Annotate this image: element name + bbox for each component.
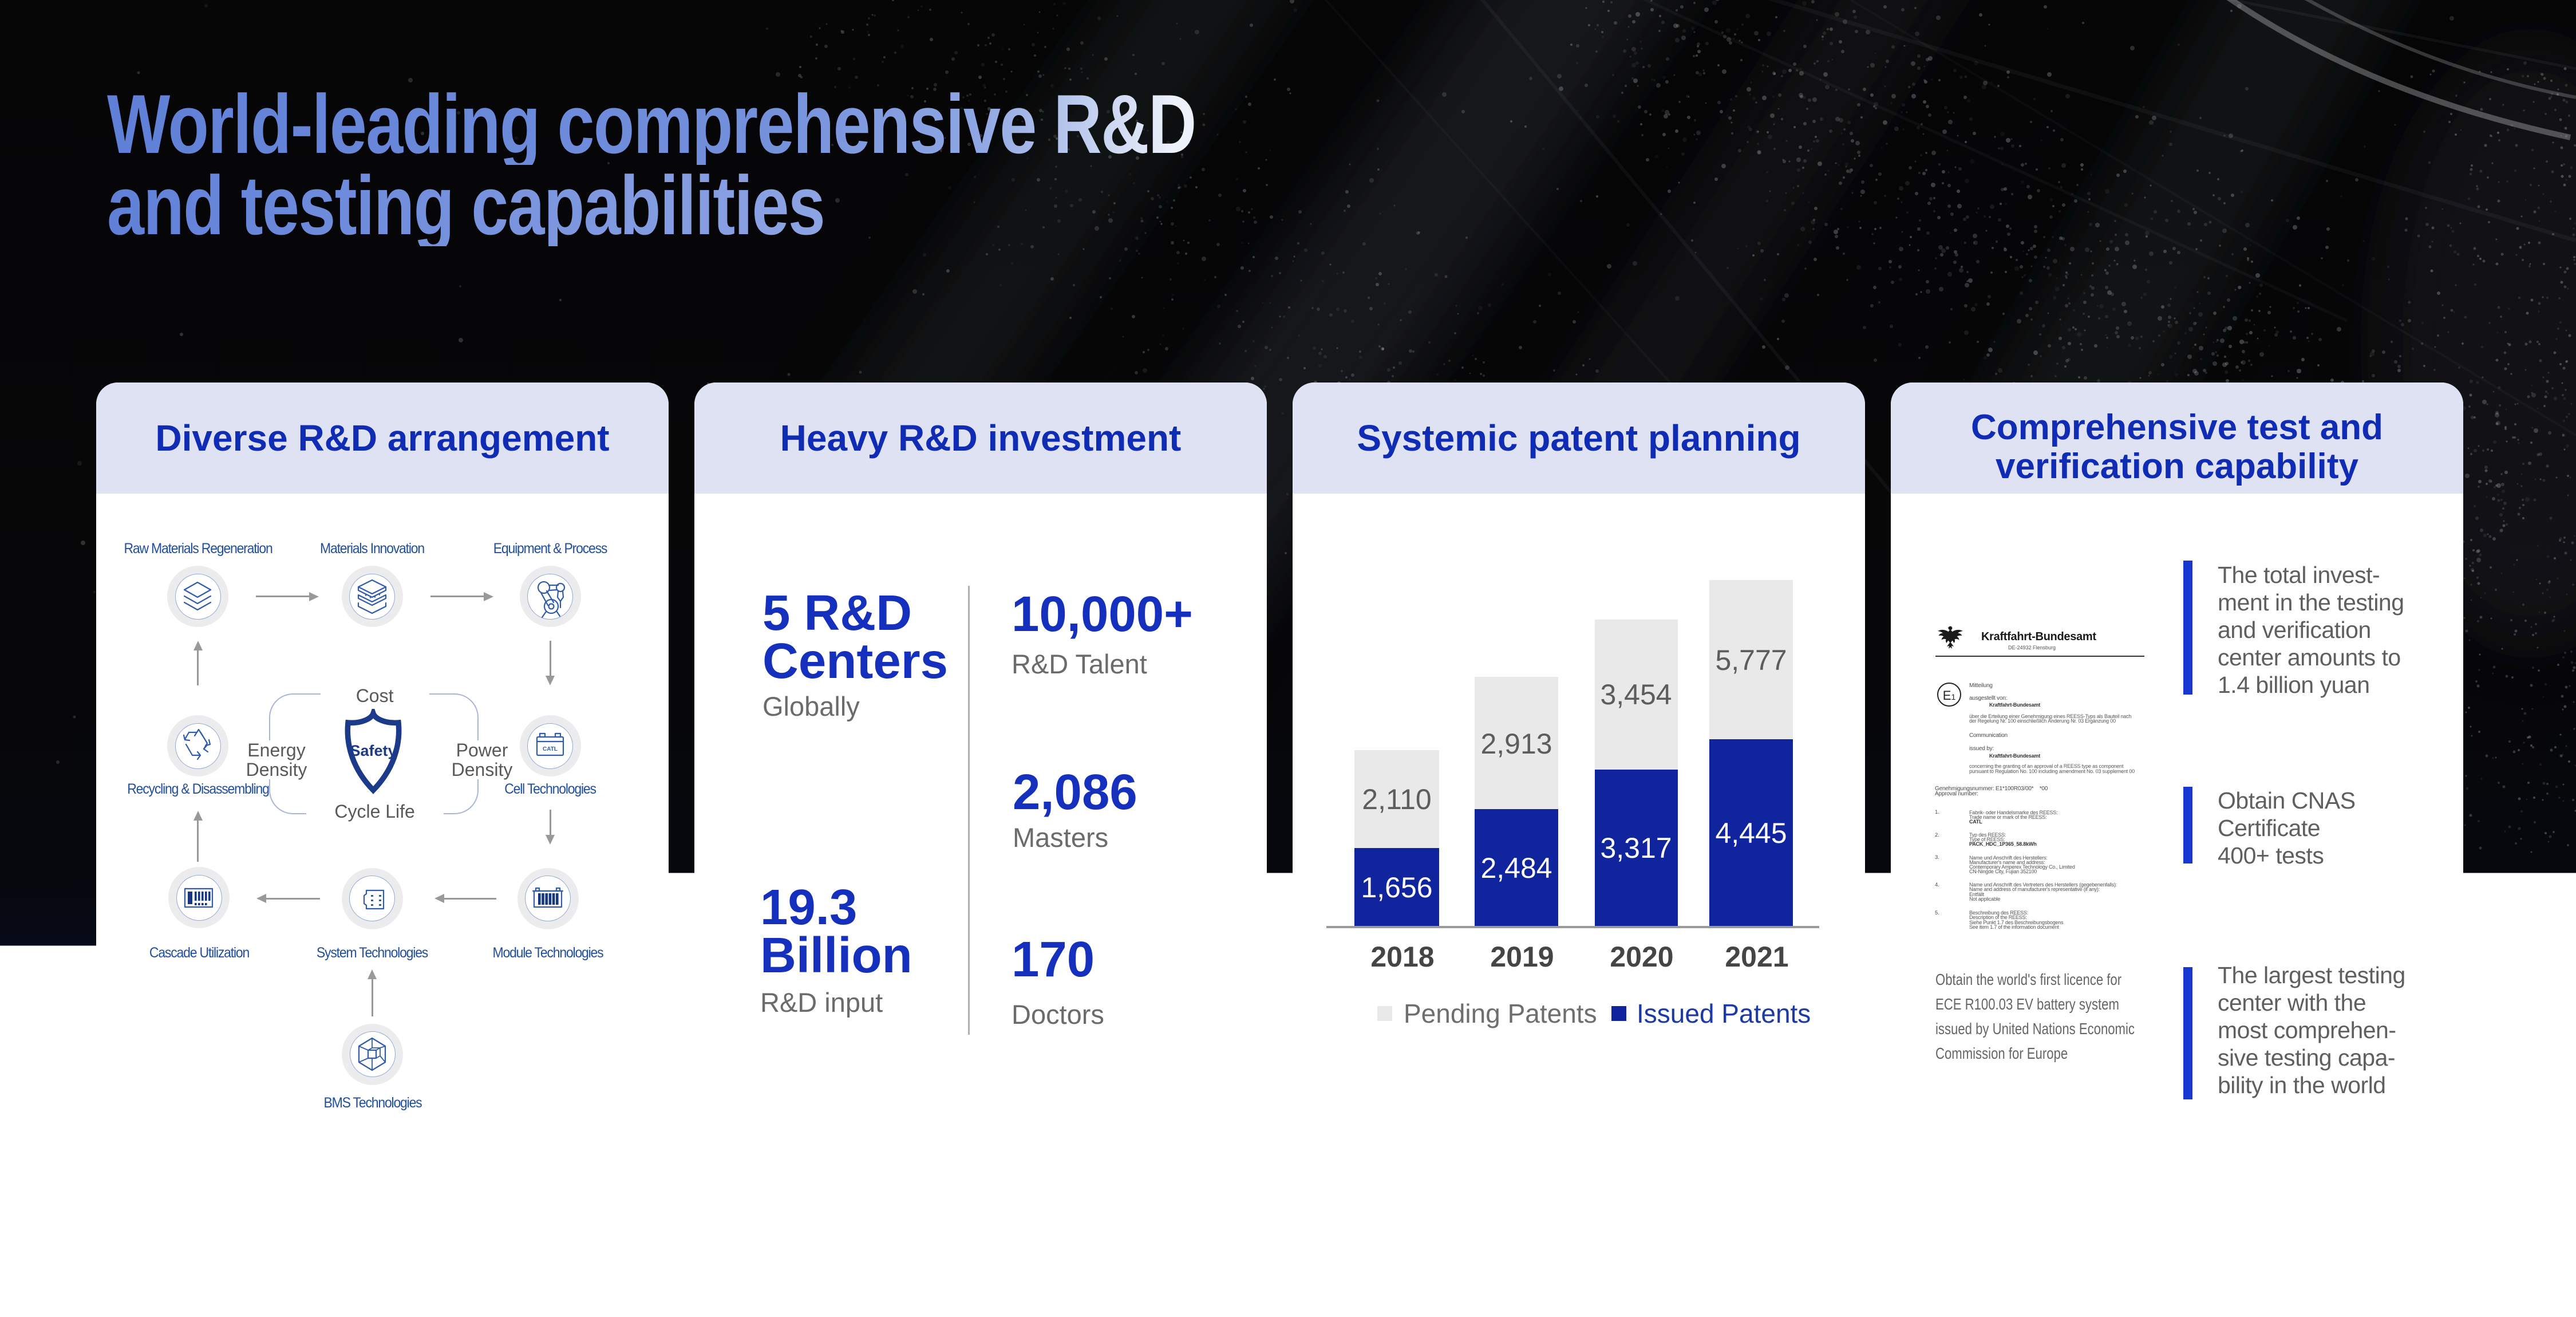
svg-text:Safety: Safety (350, 742, 396, 759)
svg-text:CATL: CATL (543, 746, 558, 752)
